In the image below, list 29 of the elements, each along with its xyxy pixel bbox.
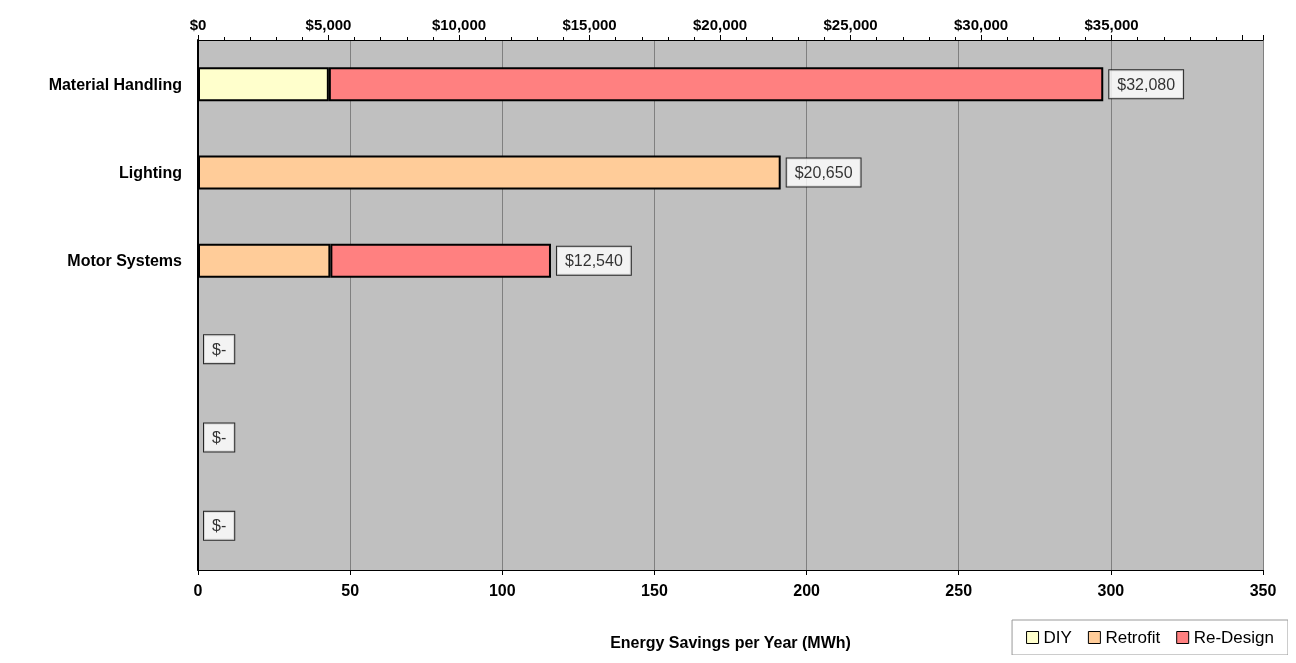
x-tick-label: 0 [193,581,203,599]
legend-label: DIY [1043,628,1072,647]
annotation: $- [212,429,227,446]
y-tick-label: Material Handling [48,75,182,93]
x2-tick-label: $30,000 [953,16,1009,33]
x2-tick-label: $15,000 [562,16,617,33]
x-tick-label: 50 [341,581,360,599]
x2-tick-label: $10,000 [431,16,487,33]
annotation: $- [212,517,227,535]
x2-tick-label: $35,000 [1084,16,1139,33]
x2-tick-label: $25,000 [823,16,878,33]
y-tick-label: Lighting [118,164,182,181]
annotation: $12,540 [564,252,623,270]
annotation: $20,650 [794,164,853,181]
legend-label: Re-Design [1193,628,1274,647]
x2-tick-label: $20,000 [692,16,748,33]
x-tick-label: 150 [641,581,668,599]
x-tick-label: 100 [488,581,516,599]
legend-label: Retrofit [1105,628,1161,647]
x-tick-label: 250 [945,581,973,599]
annotation: $- [212,340,227,358]
y-tick-label: Motor Systems [67,252,183,270]
x-axis-title: Energy Savings per Year (MWh) [610,633,851,651]
x2-tick-label: $5,000 [305,16,352,33]
x-tick-label: 300 [1097,581,1125,599]
x-tick-label: 200 [793,581,821,599]
x-tick-label: 350 [1249,581,1277,599]
annotation: $32,080 [1117,75,1176,93]
x2-tick-label: $0 [189,16,207,33]
